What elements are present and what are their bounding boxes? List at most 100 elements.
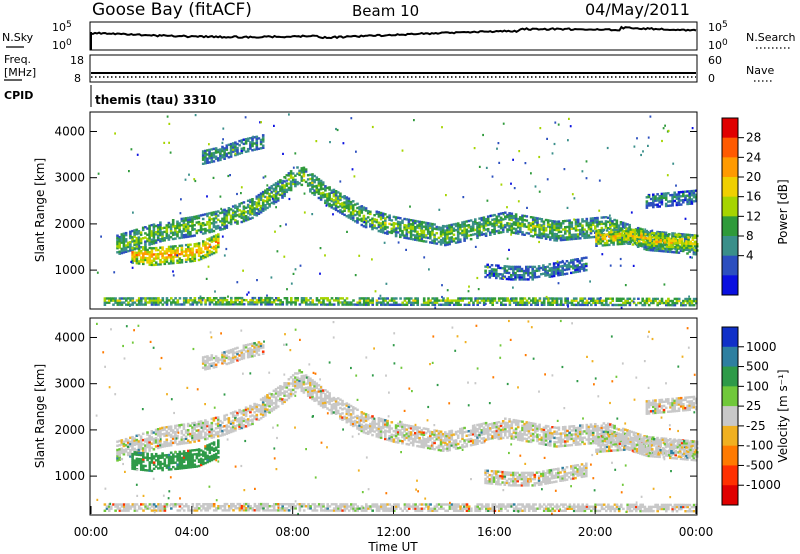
power-cell xyxy=(585,234,589,237)
power-cell xyxy=(137,238,141,241)
power-cell xyxy=(546,221,550,224)
power-cell xyxy=(140,297,143,300)
power-cell xyxy=(148,263,152,266)
velocity-cell xyxy=(238,421,241,424)
power-cell xyxy=(512,221,516,224)
power-cell xyxy=(534,299,537,302)
power-cell xyxy=(214,290,216,293)
power-cell xyxy=(525,271,528,275)
power-cell xyxy=(506,257,509,260)
velocity-cell xyxy=(381,422,385,425)
power-cell xyxy=(257,299,261,302)
power-cell xyxy=(645,200,649,203)
power-cell xyxy=(199,228,203,232)
power-cell xyxy=(555,303,559,306)
power-cell xyxy=(557,220,561,223)
power-cell xyxy=(546,137,548,140)
power-cell xyxy=(225,303,229,306)
power-cell xyxy=(139,233,143,236)
power-cell xyxy=(375,303,379,306)
power-cell xyxy=(401,232,404,235)
power-cell xyxy=(201,213,205,217)
velocity-cell xyxy=(165,426,169,429)
power-cell xyxy=(193,255,197,258)
velocity-cell xyxy=(214,433,218,436)
velocity-cell xyxy=(208,428,211,431)
power-cell xyxy=(319,181,323,185)
velocity-cell xyxy=(289,394,293,398)
power-cell xyxy=(536,303,539,306)
power-cell xyxy=(480,223,484,226)
power-cell xyxy=(521,218,524,221)
power-cell xyxy=(165,301,169,304)
power-cell xyxy=(559,234,562,238)
power-cell xyxy=(670,239,673,242)
power-cell xyxy=(568,221,571,224)
power-cell xyxy=(546,223,550,226)
power-cell xyxy=(675,197,679,200)
power-cell xyxy=(407,220,411,224)
power-cell xyxy=(118,252,121,255)
power-cell xyxy=(375,227,379,230)
velocity-cell xyxy=(182,427,186,430)
power-cell xyxy=(274,184,278,187)
power-cell xyxy=(161,303,165,306)
power-cell xyxy=(499,277,502,280)
power-cell xyxy=(670,245,673,249)
velocity-cell xyxy=(362,429,366,432)
power-cell xyxy=(542,222,546,225)
velocity-cell xyxy=(313,391,316,394)
power-cell xyxy=(345,196,349,199)
velocity-cell xyxy=(287,394,291,398)
power-cell xyxy=(249,213,252,216)
power-cell xyxy=(448,232,451,235)
power-cell xyxy=(416,230,419,233)
station-title: Goose Bay (fitACF) xyxy=(92,0,252,20)
power-cell xyxy=(570,237,574,241)
power-cell xyxy=(422,240,426,243)
power-cell xyxy=(677,297,681,301)
velocity-cell xyxy=(418,436,421,440)
power-cell xyxy=(572,237,576,241)
power-cell xyxy=(197,297,201,300)
power-cell xyxy=(510,297,514,300)
power-cell xyxy=(482,301,486,304)
velocity-cell xyxy=(169,429,173,432)
power-cell xyxy=(612,235,615,238)
velocity-cell xyxy=(161,433,164,436)
velocity-cell xyxy=(120,451,124,455)
power-cell xyxy=(246,212,250,215)
power-cell xyxy=(257,208,261,211)
velocity-cell xyxy=(163,426,166,429)
power-cell xyxy=(564,301,567,304)
power-cell xyxy=(201,162,205,165)
power-cell xyxy=(382,303,385,306)
power-cell xyxy=(524,162,527,165)
velocity-cell xyxy=(159,435,162,439)
power-cell xyxy=(285,184,289,187)
velocity-cell xyxy=(411,439,415,443)
power-cell xyxy=(497,221,501,224)
power-cell xyxy=(651,229,654,232)
power-cell xyxy=(172,259,175,263)
power-cell xyxy=(285,297,289,300)
power-cell xyxy=(519,228,522,231)
power-cell xyxy=(579,237,582,240)
power-cell xyxy=(275,297,278,300)
velocity-cell xyxy=(306,388,310,391)
power-cell xyxy=(394,230,398,234)
power-cell xyxy=(144,258,147,262)
velocity-cell xyxy=(141,447,145,450)
velocity-cell xyxy=(124,444,128,447)
velocity-cell xyxy=(302,380,306,384)
power-cell xyxy=(306,182,310,185)
power-cell xyxy=(499,216,503,219)
velocity-cell xyxy=(266,394,269,397)
velocity-cell xyxy=(332,411,336,414)
power-cell xyxy=(325,204,328,207)
power-cell xyxy=(587,223,591,227)
velocity-cell xyxy=(289,392,293,396)
power-cell xyxy=(668,239,671,242)
power-cell xyxy=(576,258,579,261)
power-cell xyxy=(516,222,520,225)
